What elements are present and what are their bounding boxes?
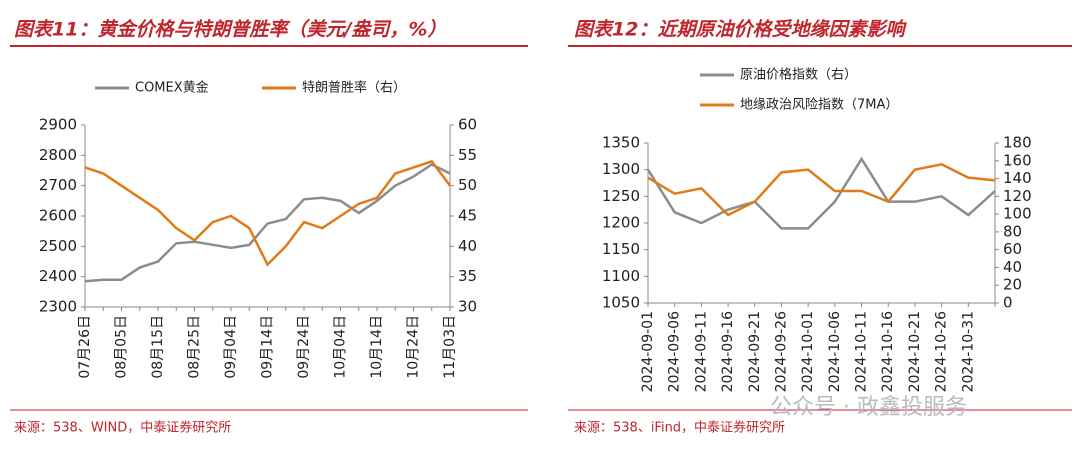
y2-tick-label: 20 — [1003, 276, 1022, 294]
y2-tick-label: 40 — [1003, 258, 1022, 276]
source: 来源：538、iFind，中泰证券研究所 — [574, 420, 785, 436]
x-tick-label: 2024-10-21 — [907, 311, 923, 392]
x-tick-label: 2024-10-11 — [854, 311, 870, 392]
y-tick-label: 2600 — [39, 207, 77, 225]
legend-label: 原油价格指数（右） — [740, 67, 857, 83]
y-tick-label: 2800 — [39, 146, 77, 164]
y2-tick-label: 180 — [1003, 134, 1032, 152]
y2-tick-label: 60 — [458, 116, 477, 134]
watermark: 公众号 · 政鑫投服务 — [770, 395, 967, 420]
y-tick-label: 1300 — [602, 160, 640, 178]
x-tick-label: 09月04日 — [223, 315, 239, 379]
x-tick-label: 2024-09-21 — [747, 311, 763, 392]
y-tick-label: 1050 — [602, 294, 640, 312]
y-tick-label: 2300 — [39, 298, 77, 316]
x-tick-label: 2024-10-31 — [960, 311, 976, 392]
y2-tick-label: 55 — [458, 146, 477, 164]
legend-label: 特朗普胜率（右） — [302, 80, 406, 96]
x-tick-label: 2024-10-06 — [827, 311, 843, 392]
y2-tick-label: 40 — [458, 237, 477, 255]
y-tick-label: 2900 — [39, 116, 77, 134]
legend-label: COMEX黄金 — [135, 80, 209, 96]
x-tick-label: 10月14日 — [369, 315, 385, 379]
x-tick-label: 2024-09-06 — [667, 311, 683, 392]
y2-tick-label: 100 — [1003, 205, 1032, 223]
y2-tick-label: 160 — [1003, 151, 1032, 169]
x-tick-label: 11月03日 — [442, 315, 458, 379]
y2-tick-label: 50 — [458, 176, 477, 194]
y2-tick-label: 60 — [1003, 240, 1022, 258]
x-tick-label: 08月25日 — [187, 315, 203, 379]
x-tick-label: 2024-10-26 — [934, 311, 950, 392]
y2-tick-label: 35 — [458, 267, 477, 285]
y2-tick-label: 80 — [1003, 222, 1022, 240]
y2-tick-label: 45 — [458, 207, 477, 225]
y-tick-label: 2400 — [39, 267, 77, 285]
y-tick-label: 1150 — [602, 240, 640, 258]
x-tick-label: 2024-10-16 — [880, 311, 896, 392]
y-tick-label: 1200 — [602, 214, 640, 232]
y2-tick-label: 0 — [1003, 294, 1013, 312]
x-tick-label: 10月04日 — [333, 315, 349, 379]
series-line — [84, 159, 451, 267]
x-tick-label: 10月24日 — [406, 315, 422, 379]
y-tick-label: 1350 — [602, 134, 640, 152]
x-tick-label: 2024-09-26 — [773, 311, 789, 392]
chart-title: 图表12：近期原油价格受地缘因素影响 — [574, 19, 907, 41]
x-tick-label: 2024-09-16 — [720, 311, 736, 392]
x-tick-label: 09月24日 — [296, 315, 312, 379]
series-line — [647, 163, 996, 217]
x-tick-label: 08月15日 — [150, 315, 166, 379]
y-tick-label: 1250 — [602, 187, 640, 205]
x-tick-label: 07月26日 — [77, 315, 93, 379]
x-tick-label: 08月05日 — [114, 315, 130, 379]
y2-tick-label: 120 — [1003, 187, 1032, 205]
source: 来源：538、WIND，中泰证券研究所 — [14, 420, 231, 436]
y2-tick-label: 30 — [458, 298, 477, 316]
y-tick-label: 2700 — [39, 176, 77, 194]
y-tick-label: 1100 — [602, 267, 640, 285]
x-tick-label: 2024-10-01 — [800, 311, 816, 392]
x-tick-label: 2024-09-01 — [640, 311, 656, 392]
x-tick-label: 09月14日 — [260, 315, 276, 379]
y-tick-label: 2500 — [39, 237, 77, 255]
legend-label: 地缘政治风险指数（7MA） — [740, 98, 898, 113]
y2-tick-label: 140 — [1003, 169, 1032, 187]
x-tick-label: 2024-09-11 — [693, 311, 709, 392]
series-line — [646, 156, 996, 230]
series-line — [84, 162, 451, 283]
chart-title: 图表11：黄金价格与特朗普胜率（美元/盎司，%） — [14, 19, 446, 41]
